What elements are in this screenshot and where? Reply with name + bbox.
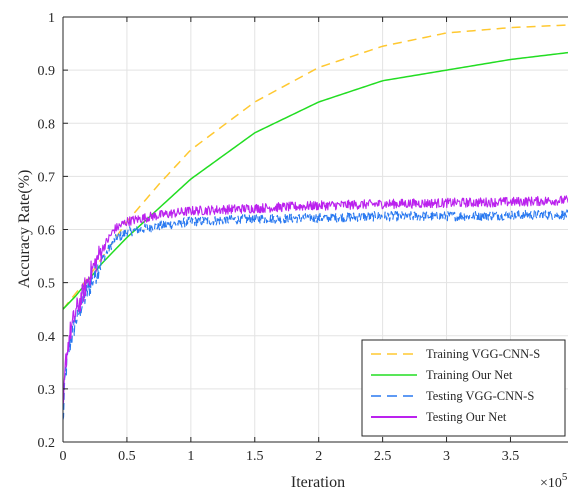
- legend-label: Testing VGG-CNN-S: [426, 389, 534, 403]
- y-tick-label: 1: [48, 11, 55, 26]
- y-tick-label: 0.3: [38, 383, 56, 398]
- x-exponent-power: 5: [562, 471, 568, 483]
- legend: Training VGG-CNN-S Training Our Net Test…: [361, 339, 566, 437]
- series-line: [62, 24, 568, 310]
- series-line: [62, 209, 568, 420]
- legend-box: [361, 339, 566, 437]
- x-tick-label: 0: [60, 449, 67, 464]
- y-tick-label: 0.5: [38, 277, 56, 292]
- x-axis-label: Iteration: [291, 474, 345, 489]
- legend-entry: Training VGG-CNN-S: [371, 347, 540, 361]
- x-exponent-base: ×10: [540, 476, 562, 489]
- y-axis-label: Accuracy Rate(%): [16, 170, 33, 289]
- legend-label: Training Our Net: [426, 368, 513, 382]
- x-tick-label: 0.5: [118, 449, 136, 464]
- x-tick-label: 1.5: [246, 449, 264, 464]
- legend-label: Training VGG-CNN-S: [426, 347, 540, 361]
- x-tick-label: 3.5: [502, 449, 520, 464]
- x-tick-label: 2: [315, 449, 322, 464]
- legend-entry: Testing VGG-CNN-S: [371, 389, 534, 403]
- y-tick-label: 0.9: [38, 64, 56, 79]
- legend-entry: Training Our Net: [371, 368, 513, 382]
- x-tick-label: 1: [187, 449, 194, 464]
- y-tick-label: 0.4: [38, 330, 56, 345]
- x-tick-label: 2.5: [374, 449, 392, 464]
- legend-entry: Testing Our Net: [371, 410, 507, 424]
- y-tick-label: 0.7: [38, 170, 56, 185]
- legend-label: Testing Our Net: [426, 410, 507, 424]
- series-line: [62, 195, 568, 405]
- x-exponent-label: ×105: [540, 471, 568, 489]
- y-tick-label: 0.8: [38, 117, 56, 132]
- y-tick-label: 0.6: [38, 224, 56, 239]
- y-tick-label: 0.2: [38, 436, 56, 451]
- series-layer: [62, 24, 568, 420]
- x-tick-label: 3: [443, 449, 450, 464]
- ticks: 0 0.5 1 1.5 2 2.5 3 3.5 0.2 0.3 0.4 0.5 0.6 0.7 0.8 0.9…: [38, 11, 520, 464]
